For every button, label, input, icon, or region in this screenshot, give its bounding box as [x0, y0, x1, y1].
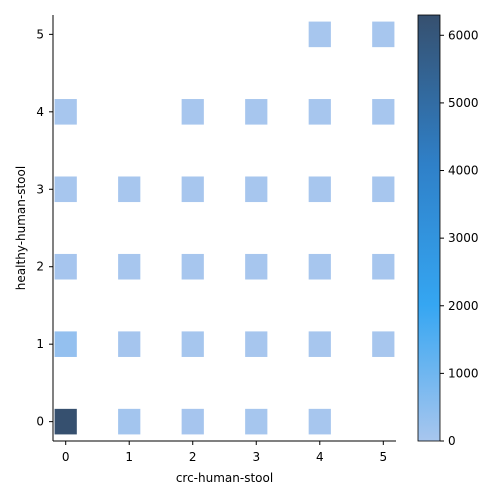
heatmap-cell: [118, 408, 141, 435]
heatmap-cell: [54, 331, 77, 357]
heatmap-cell: [372, 99, 395, 125]
y-tick-label: 1: [36, 337, 44, 351]
y-tick-label: 0: [36, 415, 44, 429]
heatmap-cell: [308, 21, 331, 48]
x-axis-ticks: 0 1 2 3 4 5: [62, 441, 387, 464]
y-axis-label: healthy-human-stool: [14, 166, 28, 290]
x-tick-label: 0: [62, 450, 70, 464]
heatmap-cell: [372, 21, 395, 48]
colorbar-tick-label: 6000: [448, 28, 479, 42]
heatmap-cell: [245, 408, 268, 435]
heatmap-cell: [372, 176, 395, 203]
heatmap-cell: [54, 176, 77, 203]
x-axis-label: crc-human-stool: [176, 471, 273, 485]
heatmap-cell: [181, 253, 204, 280]
heatmap-cell: [308, 253, 331, 280]
heatmap-cell: [118, 253, 141, 280]
plot-axes: [52, 15, 396, 442]
heatmap-cell: [118, 176, 141, 203]
heatmap-cell: [372, 253, 395, 280]
heatmap-cell: [308, 99, 331, 125]
colorbar-tick-label: 0: [448, 434, 456, 448]
heatmap-cell: [308, 176, 331, 203]
y-axis-ticks: 0 1 2 3 4 5: [36, 27, 53, 429]
colorbar-tick-label: 3000: [448, 231, 479, 245]
colorbar: 0 1000 2000 3000 4000 5000 6000: [417, 14, 479, 448]
heatmap-cell: [308, 408, 331, 435]
heatmap-cell: [54, 253, 77, 280]
heatmap-cell: [181, 331, 204, 357]
heatmap-cell: [308, 331, 331, 357]
y-tick-label: 4: [36, 105, 44, 119]
colorbar-gradient: [417, 14, 441, 442]
x-tick-label: 1: [125, 450, 133, 464]
heatmap-cell: [54, 99, 77, 125]
y-tick-label: 3: [36, 182, 44, 196]
heatmap-cell: [245, 99, 268, 125]
x-tick-label: 2: [189, 450, 197, 464]
heatmap-cell: [118, 331, 141, 357]
heatmap-cell: [245, 331, 268, 357]
colorbar-tick-label: 1000: [448, 366, 479, 380]
x-tick-label: 3: [252, 450, 260, 464]
heatmap-cell: [54, 408, 77, 435]
colorbar-tick-label: 2000: [448, 299, 479, 313]
heatmap-cell: [181, 99, 204, 125]
heatmap-cells: [54, 21, 395, 435]
y-tick-label: 5: [36, 27, 44, 41]
y-tick-label: 2: [36, 260, 44, 274]
colorbar-tick-label: 4000: [448, 164, 479, 178]
x-tick-label: 5: [379, 450, 387, 464]
colorbar-ticks: 0 1000 2000 3000 4000 5000 6000: [440, 28, 479, 448]
heatmap-cell: [372, 331, 395, 357]
heatmap-cell: [181, 408, 204, 435]
heatmap-cell: [181, 176, 204, 203]
heatmap-cell: [245, 253, 268, 280]
heatmap-cell: [245, 176, 268, 203]
colorbar-tick-label: 5000: [448, 96, 479, 110]
x-tick-label: 4: [316, 450, 324, 464]
